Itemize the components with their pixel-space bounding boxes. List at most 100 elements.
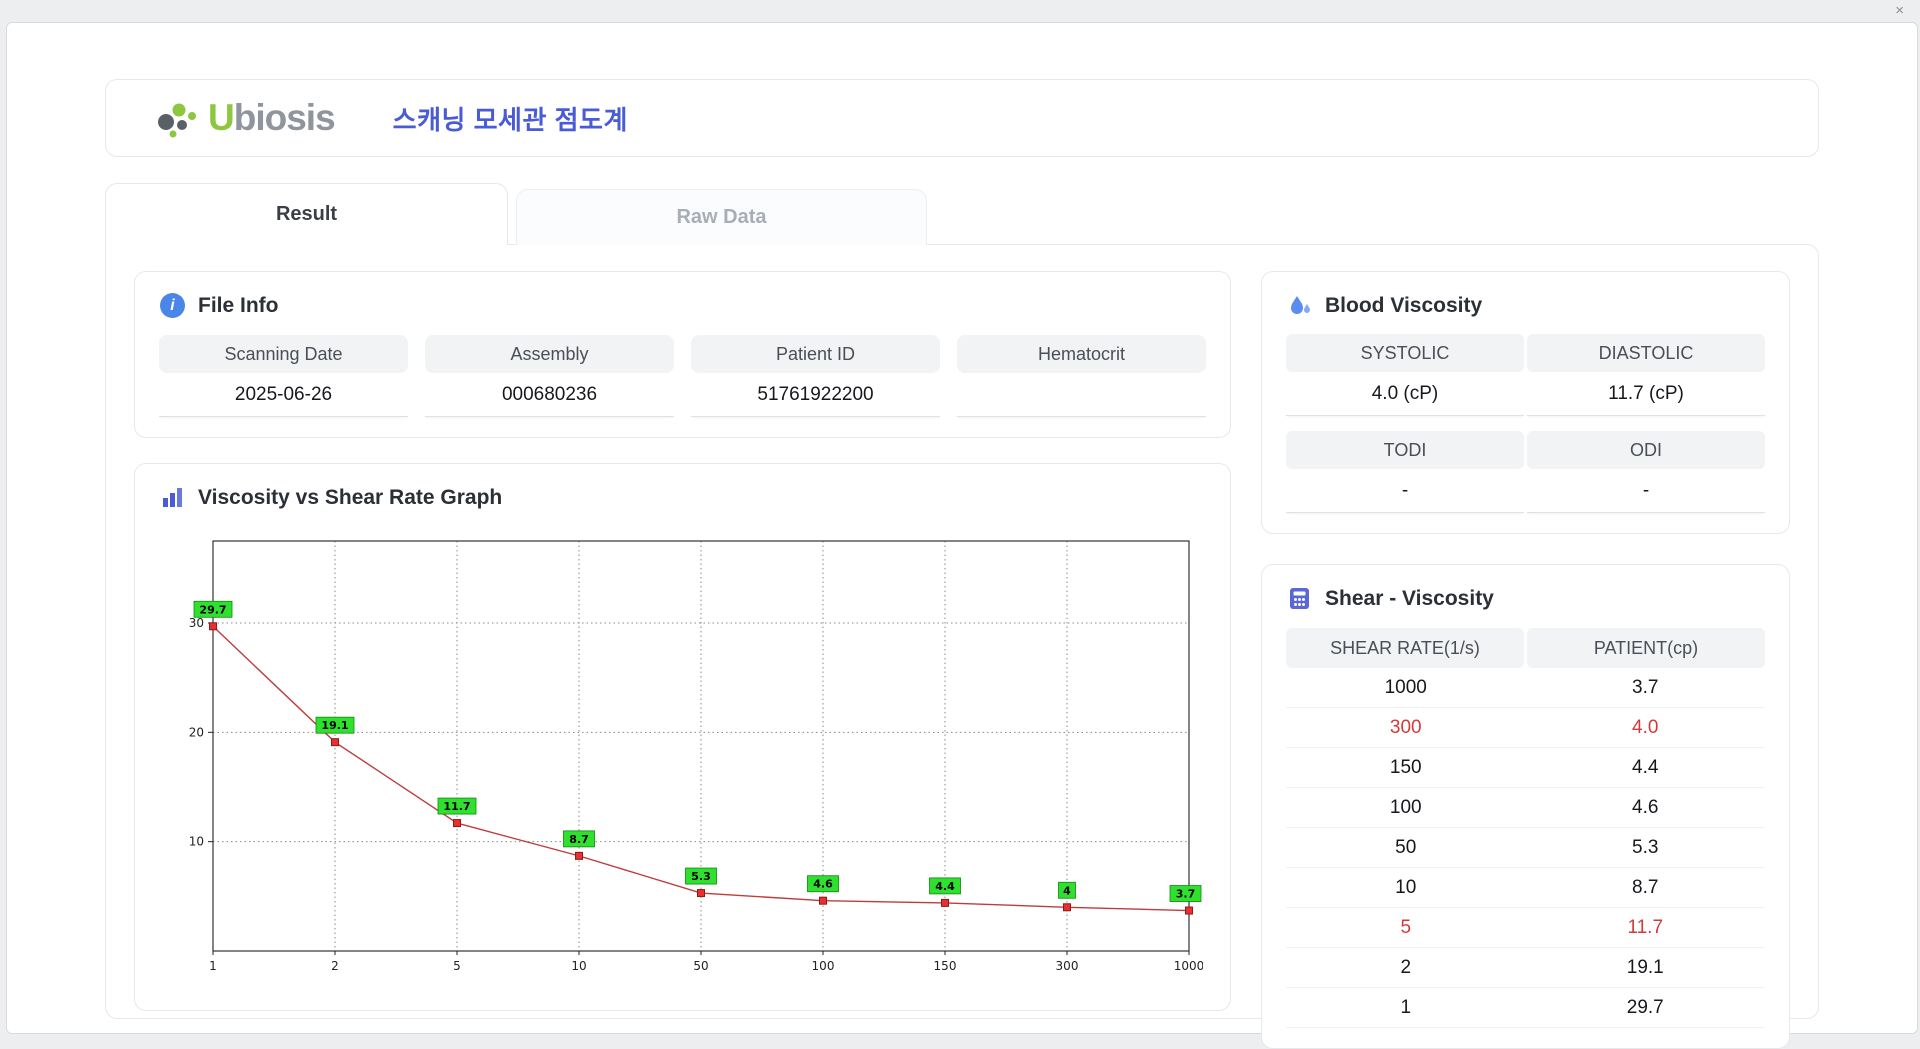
- file-info-card: i File Info Scanning Date 2025-06-26 Ass…: [134, 271, 1231, 438]
- graph-title: Viscosity vs Shear Rate Graph: [198, 486, 502, 510]
- field-label: Assembly: [425, 335, 674, 373]
- systolic-value: 4.0 (cP): [1286, 372, 1524, 416]
- svg-text:300: 300: [1056, 959, 1079, 973]
- diastolic-label: DIASTOLIC: [1527, 334, 1765, 372]
- shear-table-header: SHEAR RATE(1/s) PATIENT(cp): [1286, 628, 1765, 668]
- field-value: 51761922200: [691, 373, 940, 417]
- field-patient-id: Patient ID 51761922200: [691, 335, 940, 417]
- systolic-label: SYSTOLIC: [1286, 334, 1524, 372]
- field-assembly: Assembly 000680236: [425, 335, 674, 417]
- svg-text:2: 2: [331, 959, 339, 973]
- svg-text:30: 30: [189, 616, 204, 630]
- odi-value: -: [1527, 469, 1765, 513]
- svg-text:150: 150: [934, 959, 957, 973]
- field-value: 2025-06-26: [159, 373, 408, 417]
- svg-text:4.4: 4.4: [935, 880, 955, 893]
- result-panel: i File Info Scanning Date 2025-06-26 Ass…: [105, 244, 1819, 1019]
- field-value: 000680236: [425, 373, 674, 417]
- svg-text:3.7: 3.7: [1176, 888, 1196, 901]
- shear-rate-column-header: SHEAR RATE(1/s): [1286, 628, 1524, 668]
- header: Ubiosis 스캐닝 모세관 점도계: [105, 79, 1819, 157]
- blood-viscosity-card: Blood Viscosity SYSTOLIC DIASTOLIC 4.0 (…: [1261, 271, 1790, 534]
- patient-viscosity-value: 3.7: [1526, 668, 1766, 707]
- shear-rate-value: 1000: [1286, 668, 1526, 707]
- svg-text:4.6: 4.6: [813, 878, 833, 891]
- patient-viscosity-value: 4.4: [1526, 748, 1766, 787]
- svg-text:100: 100: [812, 959, 835, 973]
- field-value: [957, 373, 1206, 417]
- todi-value: -: [1286, 469, 1524, 513]
- field-scanning-date: Scanning Date 2025-06-26: [159, 335, 408, 417]
- svg-text:19.1: 19.1: [321, 719, 348, 732]
- todi-odi-group: TODI ODI - -: [1286, 431, 1765, 513]
- bar-chart-icon: [159, 484, 186, 511]
- viscosity-chart: 10 20 30 1 2 5 10 50 100 150 300 1000 29.7 19.1 11.7 8.…: [173, 525, 1203, 985]
- svg-text:4: 4: [1063, 884, 1071, 897]
- shear-rate-value: 300: [1286, 708, 1526, 747]
- logo-text-u: U: [208, 97, 234, 138]
- svg-text:29.7: 29.7: [199, 603, 226, 616]
- ubiosis-logo: Ubiosis: [152, 92, 335, 144]
- field-label: Scanning Date: [159, 335, 408, 373]
- patient-viscosity-value: 8.7: [1526, 868, 1766, 907]
- svg-text:10: 10: [571, 959, 586, 973]
- tab-raw-data[interactable]: Raw Data: [516, 189, 927, 245]
- systolic-diastolic-group: SYSTOLIC DIASTOLIC 4.0 (cP) 11.7 (cP): [1286, 334, 1765, 416]
- svg-text:5.3: 5.3: [691, 870, 711, 883]
- shear-viscosity-title: Shear - Viscosity: [1325, 587, 1494, 611]
- shear-rate-value: 150: [1286, 748, 1526, 787]
- tab-result[interactable]: Result: [105, 183, 508, 245]
- close-icon[interactable]: ×: [1895, 2, 1904, 19]
- svg-text:1000: 1000: [1174, 959, 1203, 973]
- odi-label: ODI: [1527, 431, 1765, 469]
- svg-text:1: 1: [209, 959, 217, 973]
- shear-rate-value: 2: [1286, 948, 1526, 987]
- svg-text:20: 20: [189, 725, 204, 739]
- field-hematocrit: Hematocrit: [957, 335, 1206, 417]
- shear-rate-value: 50: [1286, 828, 1526, 867]
- info-icon: i: [160, 293, 185, 318]
- app-window: Ubiosis 스캐닝 모세관 점도계 Result Raw Data i Fi…: [6, 22, 1918, 1034]
- svg-text:11.7: 11.7: [443, 800, 470, 813]
- patient-viscosity-value: 5.3: [1526, 828, 1766, 867]
- blood-viscosity-title: Blood Viscosity: [1325, 294, 1482, 318]
- page-title: 스캐닝 모세관 점도계: [393, 100, 628, 137]
- shear-rate-value: 100: [1286, 788, 1526, 827]
- svg-text:10: 10: [189, 835, 204, 849]
- shear-rate-value: 1: [1286, 988, 1526, 1027]
- field-label: Patient ID: [691, 335, 940, 373]
- diastolic-value: 11.7 (cP): [1527, 372, 1765, 416]
- calculator-icon: [1286, 585, 1313, 612]
- svg-text:5: 5: [453, 959, 461, 973]
- tab-bar: Result Raw Data: [105, 183, 1819, 244]
- svg-text:50: 50: [693, 959, 708, 973]
- shear-viscosity-card: Shear - Viscosity SHEAR RATE(1/s) PATIEN…: [1261, 564, 1790, 1049]
- logo-text: Ubiosis: [208, 97, 335, 139]
- patient-viscosity-value: 11.7: [1526, 908, 1766, 947]
- file-info-title: File Info: [198, 294, 279, 318]
- field-label: Hematocrit: [957, 335, 1206, 373]
- patient-viscosity-value: 19.1: [1526, 948, 1766, 987]
- svg-text:8.7: 8.7: [569, 833, 589, 846]
- patient-viscosity-value: 4.6: [1526, 788, 1766, 827]
- shear-rate-value: 10: [1286, 868, 1526, 907]
- patient-viscosity-value: 29.7: [1526, 988, 1766, 1027]
- todi-label: TODI: [1286, 431, 1524, 469]
- shear-rate-value: 5: [1286, 908, 1526, 947]
- patient-column-header: PATIENT(cp): [1527, 628, 1765, 668]
- patient-viscosity-value: 4.0: [1526, 708, 1766, 747]
- water-drop-icon: [1286, 292, 1313, 319]
- ubiosis-logo-icon: [152, 92, 204, 144]
- chart-area: 10 20 30 1 2 5 10 50 100 150 300 1000 29.7 19.1 11.7 8.…: [173, 525, 1206, 990]
